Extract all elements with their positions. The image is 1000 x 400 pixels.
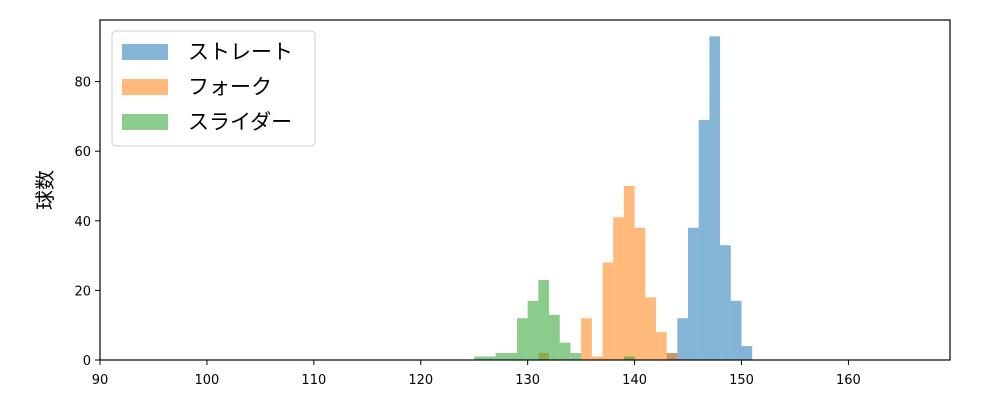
bar-1-3 <box>688 227 699 360</box>
y-tick-label: 40 <box>74 215 91 230</box>
x-tick-label: 110 <box>301 373 326 388</box>
bar-2-5 <box>613 217 624 360</box>
bars-layer <box>474 36 753 361</box>
legend-label-3: スライダー <box>188 110 292 134</box>
x-tick-label: 90 <box>92 373 109 388</box>
x-tick-label: 140 <box>622 373 647 388</box>
bar-3-2 <box>484 356 496 360</box>
bar-2-4 <box>602 262 614 360</box>
legend-label-1: ストレート <box>188 40 293 64</box>
bar-3-10 <box>570 353 582 360</box>
bar-3-6 <box>527 300 539 360</box>
x-tick-label: 130 <box>515 373 540 388</box>
bar-2-6 <box>623 185 635 360</box>
bar-3-7 <box>538 279 550 360</box>
bar-2-3 <box>591 356 603 360</box>
y-tick-label: 20 <box>74 284 91 299</box>
bar-1-5 <box>709 36 721 360</box>
bar-2-10 <box>666 353 678 360</box>
x-tick-label: 150 <box>729 373 754 388</box>
bar-3-8 <box>549 314 560 360</box>
y-tick-label: 80 <box>74 76 91 91</box>
x-axis: 90 100 110 120 130 140 150 160 <box>92 360 861 388</box>
bar-1-7 <box>730 300 742 360</box>
bar-3-5 <box>516 318 528 360</box>
bar-1-2 <box>677 318 689 360</box>
x-tick-label: 120 <box>408 373 433 388</box>
bar-1-8 <box>741 346 753 360</box>
x-tick-label: 160 <box>836 373 861 388</box>
plot-frame <box>99 19 951 361</box>
legend-swatch-2 <box>122 79 168 95</box>
y-tick-label: 0 <box>83 354 91 369</box>
bar-3-11 <box>623 356 635 360</box>
legend-label-2: フォーク <box>188 75 272 99</box>
bar-3-4 <box>506 353 517 360</box>
bar-3-9 <box>559 342 571 360</box>
y-axis-label: 球数 <box>33 170 57 210</box>
legend-swatch-1 <box>122 44 168 60</box>
bar-1-6 <box>720 245 731 360</box>
bar-2-9 <box>655 332 667 360</box>
bar-3-1 <box>474 356 485 360</box>
bar-2-8 <box>645 297 656 360</box>
bar-3-3 <box>495 353 507 360</box>
x-tick-label: 100 <box>195 373 220 388</box>
legend-swatch-3 <box>122 114 168 130</box>
bar-2-7 <box>634 227 646 360</box>
y-tick-label: 60 <box>74 145 91 160</box>
bar-1-4 <box>698 119 710 361</box>
y-axis: 0 20 40 60 80 <box>74 76 100 369</box>
bar-2-2 <box>581 318 592 360</box>
